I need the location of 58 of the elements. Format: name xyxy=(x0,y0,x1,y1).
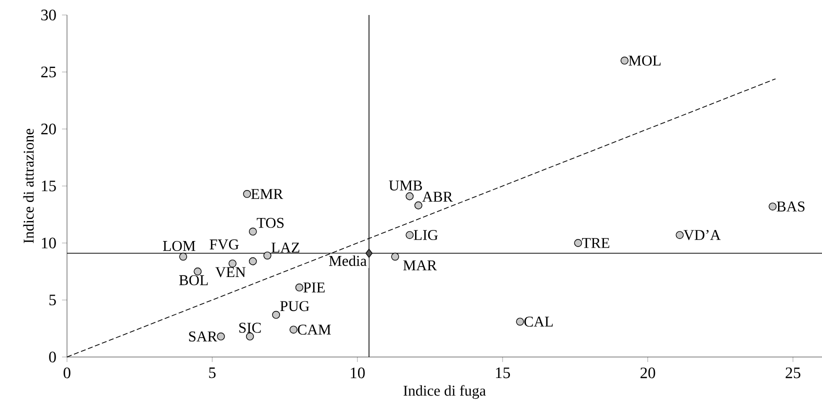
annotation: BOL xyxy=(179,275,208,286)
annotation: VD’A xyxy=(684,230,721,240)
annotation: SAR xyxy=(189,331,218,342)
x-tick-label: 25 xyxy=(786,368,800,378)
point xyxy=(414,201,422,210)
annotation: ABR xyxy=(422,192,453,202)
point xyxy=(676,231,684,239)
annotation: VEN xyxy=(215,267,246,278)
point xyxy=(290,326,298,334)
annotation: LOM xyxy=(162,240,196,251)
point xyxy=(391,252,400,261)
point xyxy=(263,252,272,260)
point xyxy=(246,332,254,340)
annotation: PUG xyxy=(280,301,310,312)
point xyxy=(248,257,257,266)
series-label: Media xyxy=(329,255,367,266)
point xyxy=(228,260,236,268)
point xyxy=(272,310,280,319)
y-tick-label: 30 xyxy=(41,10,56,20)
y-tick-label: 15 xyxy=(42,180,56,192)
y-tick-label: 25 xyxy=(41,66,56,78)
annotation: MOL xyxy=(628,56,661,66)
point xyxy=(574,239,582,247)
point xyxy=(406,192,414,200)
annotation: TOS xyxy=(256,218,284,228)
annotation: FVG xyxy=(210,239,239,250)
annotation: CAL xyxy=(524,316,553,327)
annotation: UMB xyxy=(388,180,422,191)
y-tick-label: 5 xyxy=(49,294,56,306)
point xyxy=(620,56,628,65)
point xyxy=(194,268,202,276)
y-axis-title: Indice di attrazione xyxy=(23,128,34,244)
annotation: BAS xyxy=(776,202,804,212)
x-tick-label: 20 xyxy=(640,368,656,378)
point xyxy=(366,248,373,258)
point xyxy=(516,318,524,326)
x-tick-label: 5 xyxy=(209,368,216,378)
y-tick-label: 10 xyxy=(42,238,56,248)
point xyxy=(248,228,257,236)
y-tick-label: 20 xyxy=(41,124,56,134)
x-axis-title: Indice di fuga xyxy=(404,385,486,399)
y-tick-label: 0 xyxy=(49,352,56,362)
point xyxy=(768,202,777,210)
x-tick-label: 0 xyxy=(64,368,70,378)
x-tick-label: 15 xyxy=(496,368,510,378)
point xyxy=(179,252,188,261)
annotation: SIC xyxy=(239,322,261,333)
annotation: EMR xyxy=(251,189,284,199)
point xyxy=(295,284,304,292)
annotation: TRE xyxy=(582,238,610,248)
x-tick-label: 10 xyxy=(350,368,365,378)
point xyxy=(406,231,414,239)
annotation: LAZ xyxy=(272,242,300,252)
annotation: CAM xyxy=(298,324,331,335)
annotation: PIE xyxy=(303,282,325,292)
point xyxy=(243,190,251,198)
annotation: MAR xyxy=(403,260,437,270)
annotation: LIG xyxy=(414,230,438,240)
